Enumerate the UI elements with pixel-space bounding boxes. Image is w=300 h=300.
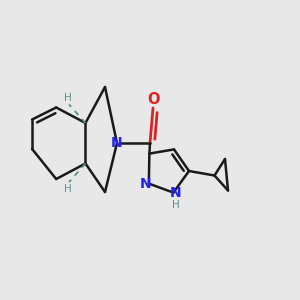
- Text: N: N: [170, 186, 182, 200]
- Text: O: O: [147, 92, 160, 106]
- Text: N: N: [111, 136, 123, 150]
- Text: H: H: [64, 93, 72, 103]
- Text: H: H: [172, 200, 180, 210]
- Text: N: N: [140, 177, 151, 190]
- Text: H: H: [64, 184, 72, 194]
